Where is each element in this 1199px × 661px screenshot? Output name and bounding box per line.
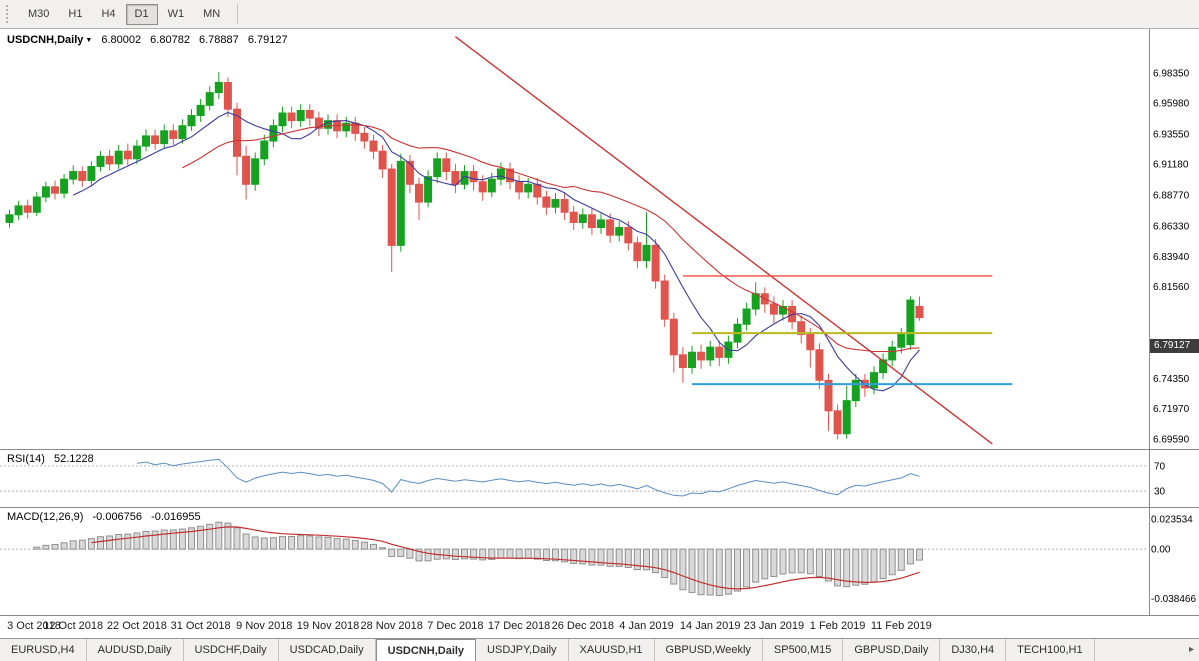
time-axis-label: 19 Nov 2018 [296,620,360,632]
toolbar-separator [237,4,239,24]
rsi-indicator-label: RSI(14) 52.1228 [7,453,94,465]
price-axis-label: 6.81560 [1153,282,1190,293]
price-axis-label: 6.86330 [1153,221,1190,232]
time-axis-label: 11 Feb 2019 [870,620,932,632]
macd-axis-label: 0.00 [1151,545,1171,556]
timeframe-button-h1[interactable]: H1 [68,7,83,20]
time-axis-label: 22 Oct 2018 [106,620,167,632]
ma-slow-line [182,124,920,353]
time-axis-label: 1 Feb 2019 [809,620,866,632]
price-chart-canvas[interactable]: 70 30 0.023534 0.00 -0.038466 6.98350 6.95980 6… [0,29,1199,616]
price-axis-label: 6.83940 [1153,252,1190,263]
macd-histogram [33,521,923,596]
time-axis-label: 4 Jan 2019 [619,620,674,632]
rsi-pane [0,458,1148,497]
macd-signal-line [91,526,920,590]
ohlc-open-value: 6.80002 [101,34,142,46]
symbol-tab-usdcnh-daily[interactable]: USDCNH,Daily [375,639,477,661]
rsi-axis-label: 70 [1154,461,1166,472]
time-axis-label: 31 Oct 2018 [170,620,231,632]
macd-main-value: -0.006756 [92,511,143,523]
timeframe-button-mn[interactable]: MN [203,7,221,20]
time-axis-label: 26 Dec 2018 [551,620,614,632]
price-axis-label: 6.69590 [1153,434,1190,445]
symbol-tab-tech100-h1[interactable]: TECH100,H1 [1006,639,1095,661]
candles-layer [5,72,924,440]
macd-pane [0,521,1148,596]
symbol-tab-sp500-m15[interactable]: SP500,M15 [763,639,844,661]
timeframe-buttons: M30 H1 H4 D1 W1 MN [19,3,229,25]
current-price-badge: 6.79127 [1150,338,1199,353]
timeframe-toolbar: M30 H1 H4 D1 W1 MN [0,0,1199,29]
symbol-tab-gbpusd-weekly[interactable]: GBPUSD,Weekly [655,639,763,661]
price-axis-label: 6.74350 [1153,374,1190,385]
time-axis-label: 28 Nov 2018 [360,620,423,632]
price-axis-labels: 70 30 0.023534 0.00 -0.038466 6.98350 6.95980 6… [1151,68,1196,605]
symbol-period-label: USDCNH,Daily [7,34,84,46]
price-axis-label: 6.95980 [1153,99,1190,110]
symbol-tab-bar: ▸ EURUSD,H4 AUDUSD,Daily USDCHF,Daily USDCA… [0,639,1199,661]
timeframe-button-d1[interactable]: D1 [125,3,158,25]
rsi-axis-label: 30 [1154,487,1166,498]
rsi-line [136,458,920,497]
timeframe-button-h4[interactable]: H4 [101,7,116,20]
symbol-tab-eurusd-h4[interactable]: EURUSD,H4 [0,639,87,661]
symbol-tab-gbpusd-daily[interactable]: GBPUSD,Daily [843,639,941,661]
time-axis-label: 14 Jan 2019 [679,620,741,632]
toolbar-grip-handle[interactable] [6,5,12,23]
price-axis-label: 6.71970 [1153,404,1190,415]
main-price-pane [5,36,1013,445]
descending-trendline[interactable] [454,36,993,445]
macd-signal-value: -0.016955 [151,511,201,523]
ohlc-close-value: 6.79127 [247,34,288,46]
ma-fast-line [72,111,920,392]
rsi-value: 52.1228 [53,453,94,465]
symbol-tab-usdchf-daily[interactable]: USDCHF,Daily [184,639,279,661]
tab-scroll-right-icon[interactable]: ▸ [1188,644,1194,655]
time-axis-label: 23 Jan 2019 [743,620,805,632]
symbol-tab-dj30-h4[interactable]: DJ30,H4 [940,639,1007,661]
timeframe-button-w1[interactable]: W1 [167,7,185,20]
symbol-tab-usdjpy-daily[interactable]: USDJPY,Daily [476,639,569,661]
time-axis-label: 17 Dec 2018 [487,620,551,632]
macd-indicator-label: MACD(12,26,9) -0.006756 -0.016955 [7,511,201,523]
direction-down-icon: ▼ [83,37,93,44]
price-axis-label: 6.93550 [1153,130,1190,141]
time-axis: 3 Oct 2018 12 Oct 2018 22 Oct 2018 31 Oct 2… [0,616,1199,639]
price-axis-label: 6.88770 [1153,190,1190,201]
time-axis-label: 7 Dec 2018 [427,620,484,632]
chart-window: 70 30 0.023534 0.00 -0.038466 6.98350 6.95980 6… [0,29,1199,616]
ohlc-low-value: 6.78887 [199,34,239,46]
symbol-tab-usdcad-daily[interactable]: USDCAD,Daily [279,639,376,661]
time-axis-label: 12 Oct 2018 [43,620,104,632]
macd-axis-label: -0.038466 [1151,594,1196,605]
macd-name: MACD(12,26,9) [7,511,84,523]
timeframe-button-m30[interactable]: M30 [28,7,50,20]
ohlc-high-value: 6.80782 [150,34,190,46]
price-axis-label: 6.91180 [1153,160,1189,171]
time-axis-label: 3 Oct 2018 [7,620,61,632]
chart-title: USDCNH,Daily ▼ 6.80002 6.80782 6.78887 6… [7,34,288,46]
symbol-tab-audusd-daily[interactable]: AUDUSD,Daily [87,639,184,661]
rsi-name: RSI(14) [7,453,45,465]
price-axis-label: 6.98350 [1153,68,1190,79]
symbol-tab-xauusd-h1[interactable]: XAUUSD,H1 [569,639,655,661]
time-axis-label: 9 Nov 2018 [236,620,293,632]
macd-axis-label: 0.023534 [1151,514,1193,525]
